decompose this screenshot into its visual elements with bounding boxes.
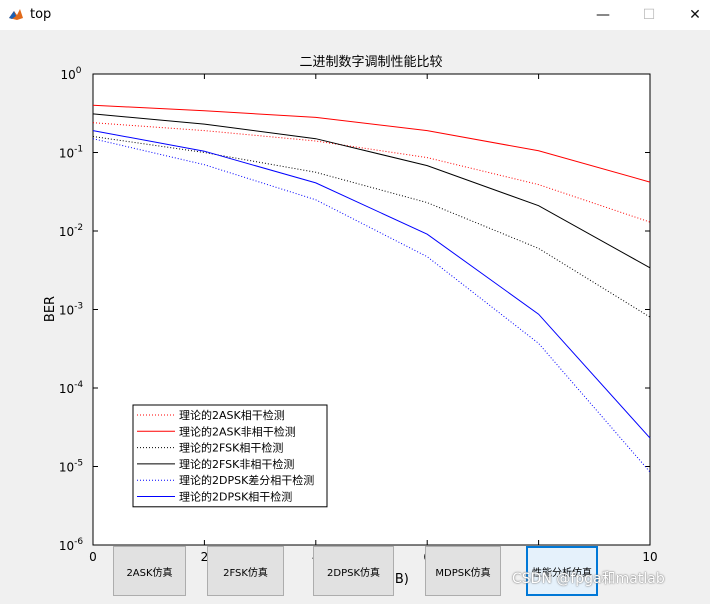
y-tick-label: 10-6	[59, 537, 84, 553]
y-tick-label: 10-3	[59, 302, 83, 318]
y-tick-label: 10-1	[59, 145, 83, 161]
mdpsk-sim-button[interactable]: MDPSK仿真	[425, 546, 501, 596]
x-tick-label: 0	[89, 550, 97, 564]
window-title: top	[30, 7, 52, 22]
fsk-sim-button[interactable]: 2FSK仿真	[207, 546, 284, 596]
legend-label: 理论的2FSK非相干检测	[179, 457, 294, 471]
minimize-button[interactable]: —	[596, 7, 610, 23]
performance-analysis-button[interactable]: 性能分析仿真	[526, 546, 598, 596]
chart-title: 二进制数字调制性能比较	[299, 55, 442, 70]
dpsk-sim-button[interactable]: 2DPSK仿真	[313, 546, 394, 596]
maximize-button[interactable]: ☐	[642, 7, 656, 23]
close-button[interactable]: ✕	[689, 7, 701, 23]
ask-sim-button[interactable]: 2ASK仿真	[113, 546, 186, 596]
ber-chart: 二进制数字调制性能比较 SNR/bit(dB) BER 024681010-61…	[43, 55, 658, 587]
matlab-app-icon	[8, 7, 24, 23]
legend-label: 理论的2DPSK差分相干检测	[179, 473, 314, 487]
legend-label: 理论的2FSK相干检测	[179, 441, 283, 455]
y-axis-label: BER	[43, 296, 58, 322]
y-tick-label: 10-5	[59, 459, 83, 475]
series-line-4	[92, 113, 651, 269]
series-line-2	[92, 104, 651, 183]
legend-label: 理论的2DPSK相干检测	[179, 490, 292, 504]
legend-label: 理论的2ASK相干检测	[179, 408, 285, 422]
series-line-5	[92, 138, 651, 473]
x-tick-label: 10	[642, 550, 657, 564]
series-line-1	[92, 122, 651, 223]
legend-box	[132, 404, 328, 508]
x-tick-label: 2	[201, 550, 209, 564]
series-line-6	[92, 130, 651, 439]
y-tick-label: 10-2	[59, 223, 83, 239]
series-line-3	[92, 136, 651, 318]
y-tick-label: 10-4	[59, 380, 84, 396]
y-tick-label: 100	[60, 66, 81, 82]
legend-label: 理论的2ASK非相干检测	[179, 424, 296, 438]
figure-canvas: 二进制数字调制性能比较 SNR/bit(dB) BER 024681010-61…	[0, 30, 710, 600]
title-bar: top — ☐ ✕	[0, 0, 710, 30]
csdn-watermark: CSDN @fpga和matlab	[512, 571, 665, 587]
